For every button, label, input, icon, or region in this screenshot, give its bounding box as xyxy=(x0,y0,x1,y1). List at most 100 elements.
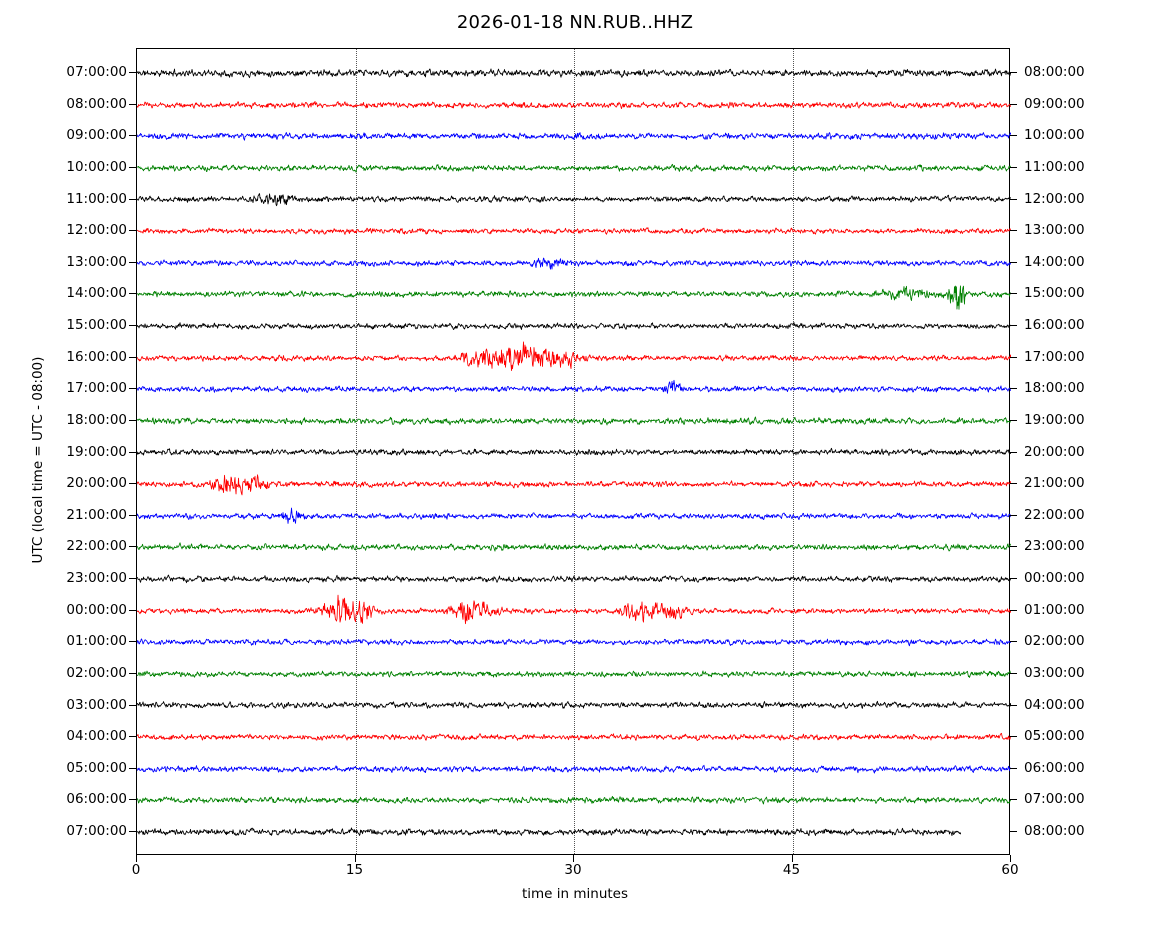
y-tick-mark-right-2 xyxy=(1010,135,1017,137)
y-tick-right-7: 15:00:00 xyxy=(1024,285,1085,302)
y-tick-left-24: 07:00:00 xyxy=(66,823,127,839)
y-tick-mark-left-1 xyxy=(129,103,136,105)
y-tick-right-6: 14:00:00 xyxy=(1024,253,1085,270)
trace-row-19 xyxy=(137,411,1011,493)
y-tick-right-8: 16:00:00 xyxy=(1024,317,1085,333)
trace-row-21 xyxy=(137,475,1011,557)
y-tick-mark-right-3 xyxy=(1010,166,1017,168)
y-tick-left-2: 09:00:00 xyxy=(66,127,127,144)
y-tick-mark-left-5 xyxy=(129,230,136,232)
trace-row-23 xyxy=(137,538,1011,620)
trace-row-14 xyxy=(137,253,1011,335)
y-tick-mark-right-16 xyxy=(1010,578,1017,579)
y-tick-mark-right-12 xyxy=(1010,451,1017,453)
y-tick-mark-right-7 xyxy=(1010,293,1017,295)
trace-row-17 xyxy=(137,348,1011,430)
x-tick-0: 0 xyxy=(131,862,141,878)
y-tick-mark-right-23 xyxy=(1010,799,1017,801)
y-tick-mark-left-21 xyxy=(129,736,136,738)
trace-row-13 xyxy=(137,222,1011,304)
y-tick-mark-right-9 xyxy=(1010,356,1017,358)
y-tick-mark-left-9 xyxy=(129,356,136,358)
y-tick-mark-right-10 xyxy=(1010,388,1017,390)
y-tick-left-12: 19:00:00 xyxy=(66,443,127,460)
y-tick-mark-left-7 xyxy=(129,293,136,295)
trace-row-05 xyxy=(137,728,1011,810)
trace-row-07 xyxy=(137,791,962,873)
y-tick-mark-right-4 xyxy=(1010,198,1017,200)
y-tick-left-9: 16:00:00 xyxy=(66,348,127,365)
y-tick-mark-left-3 xyxy=(129,166,136,168)
y-tick-mark-left-11 xyxy=(129,419,136,421)
trace-row-00 xyxy=(137,570,1011,652)
y-tick-right-19: 03:00:00 xyxy=(1024,664,1085,681)
y-tick-mark-left-16 xyxy=(129,578,136,579)
y-tick-mark-left-13 xyxy=(129,483,136,485)
y-tick-mark-right-18 xyxy=(1010,641,1017,643)
y-tick-mark-left-19 xyxy=(129,672,136,674)
y-tick-left-10: 17:00:00 xyxy=(66,380,127,397)
x-tick-45: 45 xyxy=(782,862,801,878)
y-tick-mark-left-8 xyxy=(129,325,136,326)
y-tick-mark-right-0 xyxy=(1010,72,1017,73)
y-tick-right-16: 00:00:00 xyxy=(1024,570,1085,586)
y-tick-left-13: 20:00:00 xyxy=(66,475,127,492)
y-tick-left-18: 01:00:00 xyxy=(66,633,127,650)
y-tick-mark-right-6 xyxy=(1010,261,1017,263)
trace-row-04 xyxy=(137,696,1011,778)
page-title: 2026-01-18 NN.RUB..HHZ xyxy=(456,12,694,33)
y-tick-right-11: 19:00:00 xyxy=(1024,411,1085,428)
y-tick-mark-left-10 xyxy=(129,388,136,390)
y-tick-mark-right-8 xyxy=(1010,325,1017,326)
y-tick-mark-right-17 xyxy=(1010,609,1017,611)
y-tick-mark-right-24 xyxy=(1010,831,1017,832)
y-tick-right-12: 20:00:00 xyxy=(1024,443,1085,460)
y-tick-right-1: 09:00:00 xyxy=(1024,95,1085,112)
y-tick-mark-right-21 xyxy=(1010,736,1017,738)
x-tick-30: 30 xyxy=(564,862,582,878)
y-tick-right-24: 08:00:00 xyxy=(1024,823,1085,839)
y-tick-mark-left-14 xyxy=(129,514,136,516)
x-axis-title: time in minutes xyxy=(521,886,629,902)
y-tick-mark-left-23 xyxy=(129,799,136,801)
plot-area xyxy=(136,48,1011,855)
y-tick-mark-left-15 xyxy=(129,546,136,548)
trace-row-20 xyxy=(137,443,1011,525)
y-tick-left-16: 23:00:00 xyxy=(66,570,127,586)
y-tick-mark-right-13 xyxy=(1010,483,1017,485)
y-tick-right-18: 02:00:00 xyxy=(1024,633,1085,650)
y-tick-left-8: 15:00:00 xyxy=(66,317,127,333)
y-tick-mark-right-5 xyxy=(1010,230,1017,232)
y-tick-left-21: 04:00:00 xyxy=(66,728,127,745)
y-tick-right-9: 17:00:00 xyxy=(1024,348,1085,365)
trace-row-12 xyxy=(137,190,1011,272)
y-tick-left-0: 07:00:00 xyxy=(66,64,127,80)
y-tick-mark-left-18 xyxy=(129,641,136,643)
y-tick-mark-right-14 xyxy=(1010,514,1017,516)
trace-row-06 xyxy=(137,759,1011,841)
trace-row-18 xyxy=(137,380,1011,462)
y-tick-right-14: 22:00:00 xyxy=(1024,506,1085,523)
y-tick-left-1: 08:00:00 xyxy=(66,95,127,112)
y-tick-right-4: 12:00:00 xyxy=(1024,190,1085,207)
y-tick-right-10: 18:00:00 xyxy=(1024,380,1085,397)
y-tick-mark-right-15 xyxy=(1010,546,1017,548)
y-tick-mark-left-20 xyxy=(129,704,136,706)
y-tick-mark-left-17 xyxy=(129,609,136,611)
x-tick-mark-45 xyxy=(791,855,793,862)
trace-row-10 xyxy=(137,127,1011,209)
trace-row-11 xyxy=(137,158,1011,240)
y-tick-left-3: 10:00:00 xyxy=(66,158,127,175)
y-tick-right-21: 05:00:00 xyxy=(1024,728,1085,745)
y-tick-mark-right-1 xyxy=(1010,103,1017,105)
y-tick-right-0: 08:00:00 xyxy=(1024,64,1085,80)
y-tick-mark-right-19 xyxy=(1010,672,1017,674)
y-tick-right-2: 10:00:00 xyxy=(1024,127,1085,144)
y-tick-left-14: 21:00:00 xyxy=(66,506,127,523)
y-tick-mark-left-24 xyxy=(129,831,136,832)
x-tick-60: 60 xyxy=(1001,862,1019,878)
y-tick-mark-right-20 xyxy=(1010,704,1017,706)
y-tick-right-3: 11:00:00 xyxy=(1024,158,1085,175)
y-tick-right-23: 07:00:00 xyxy=(1024,791,1085,808)
